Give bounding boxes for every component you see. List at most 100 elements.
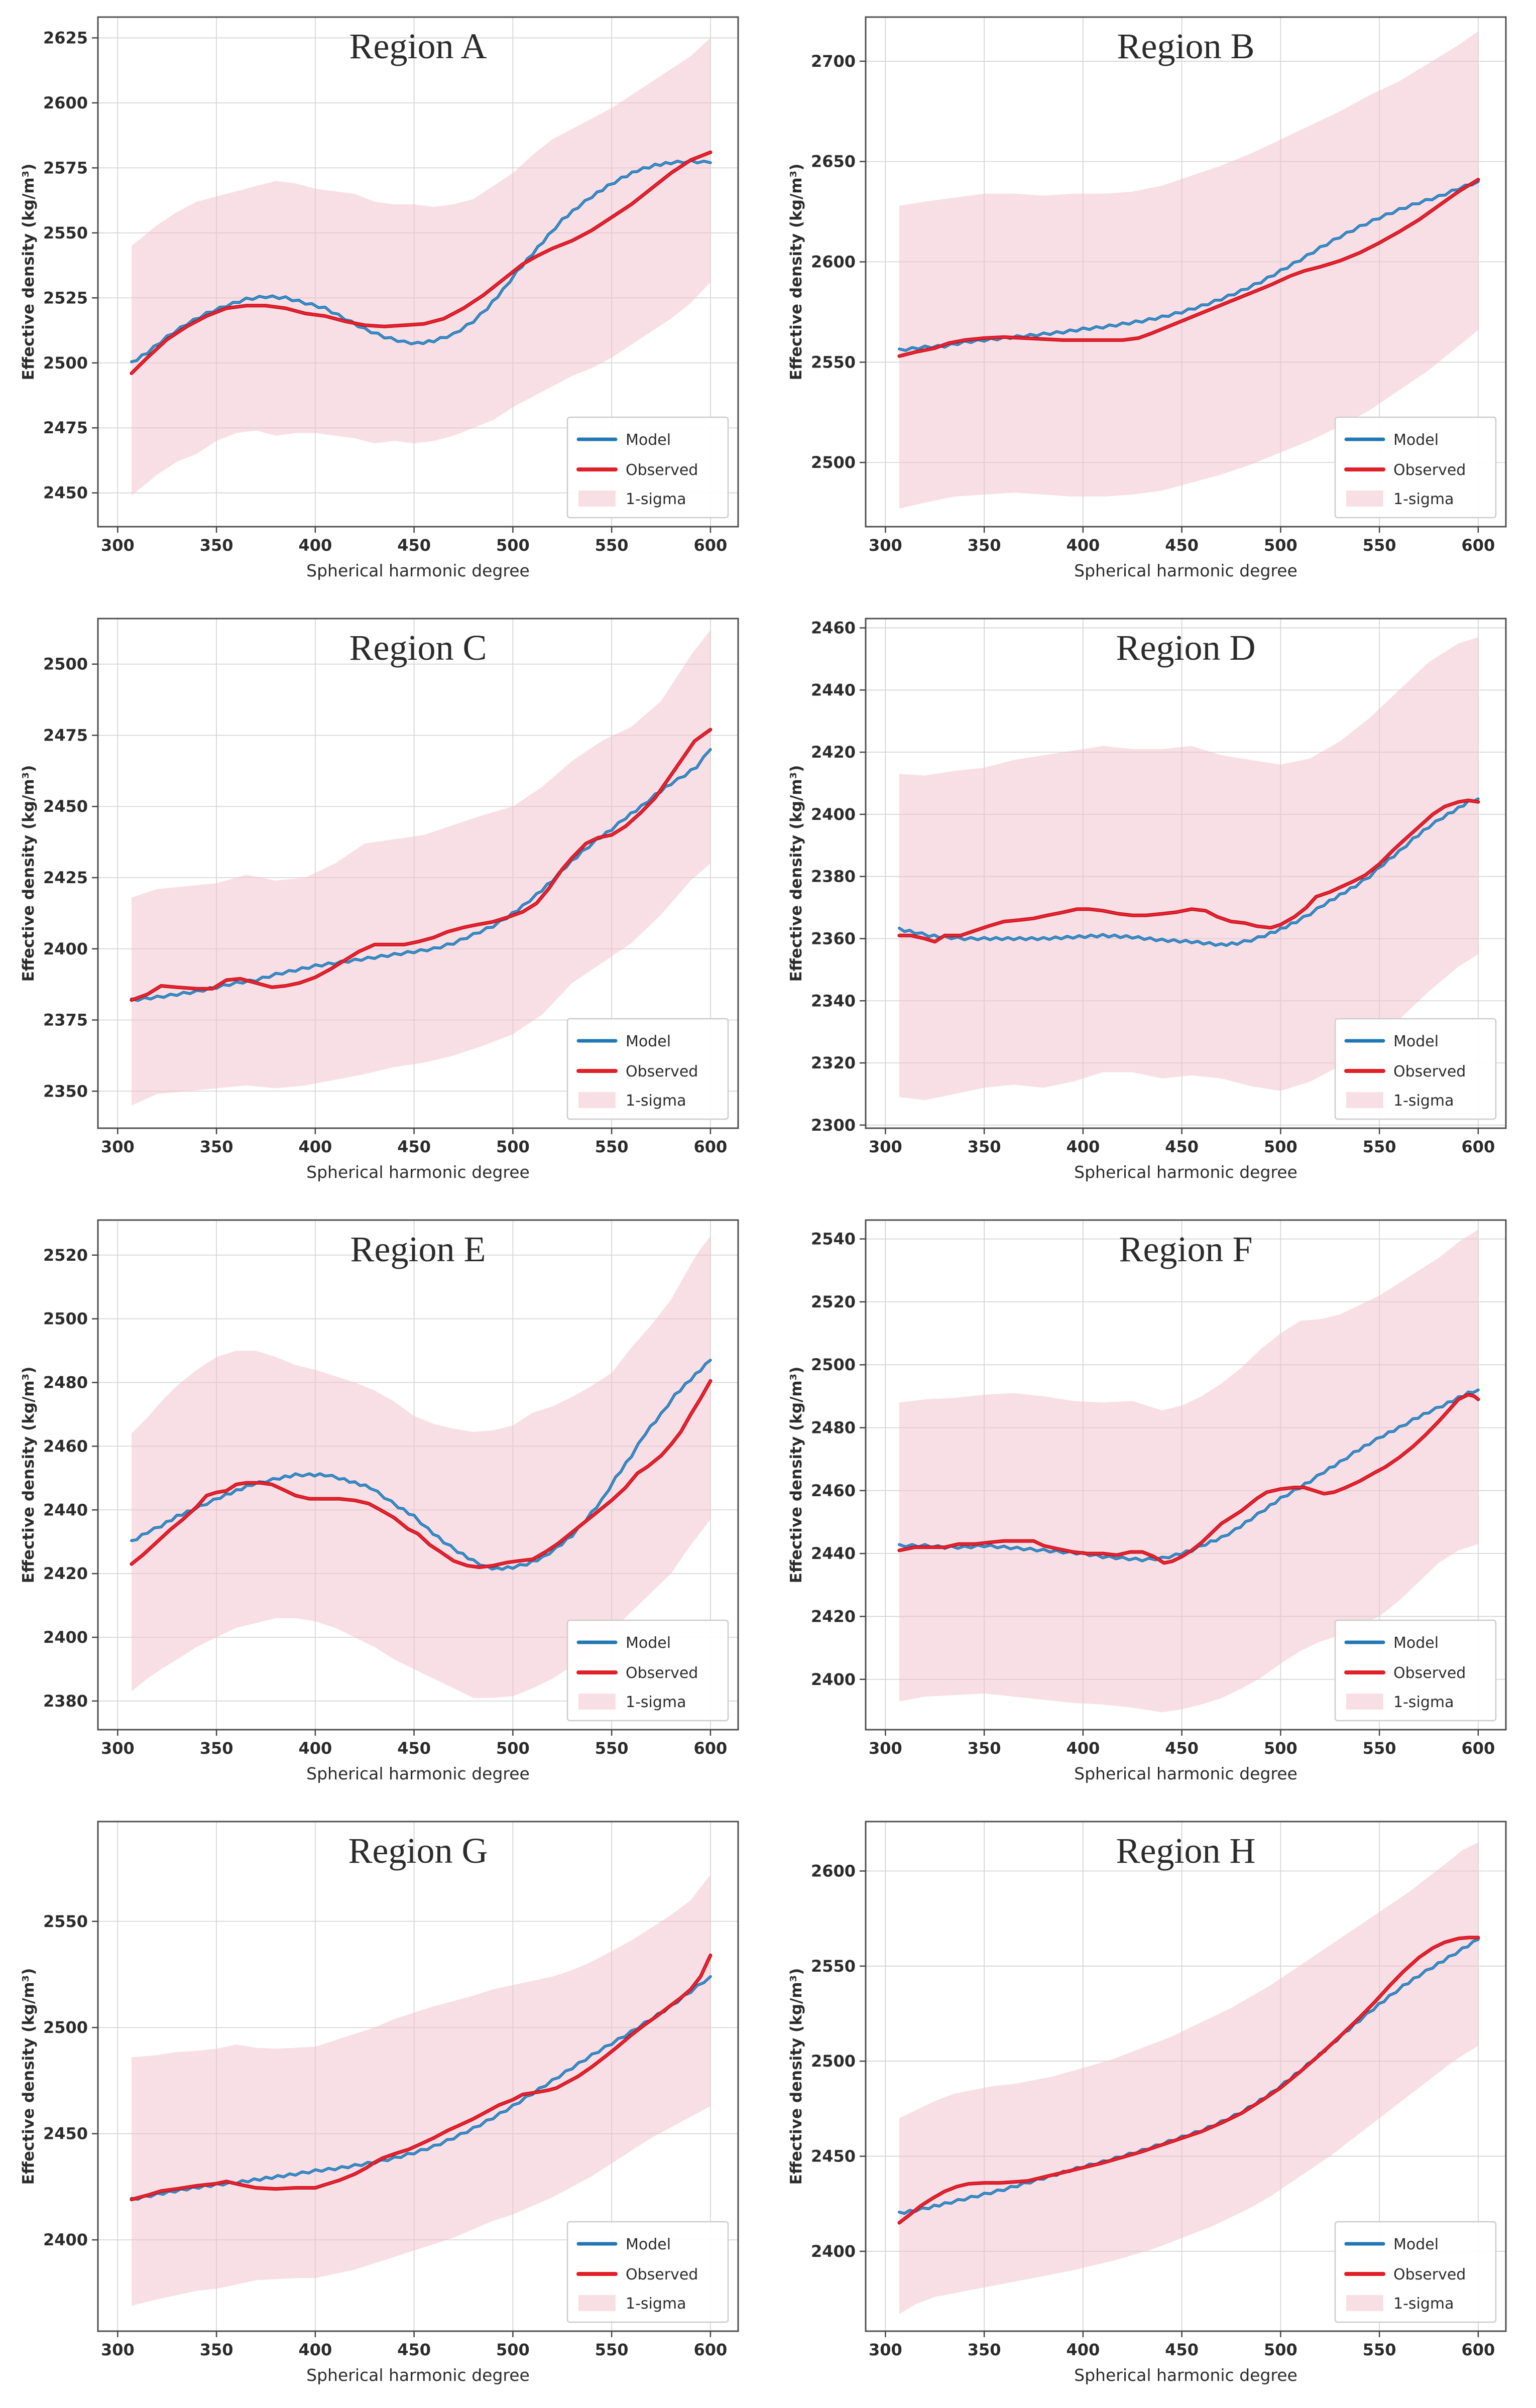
y-tick-label: 2600 — [811, 253, 856, 272]
x-tick-label: 500 — [1264, 536, 1297, 555]
observed-line-highlight — [898, 799, 1479, 943]
y-axis-label: Effective density (kg/m³) — [787, 765, 805, 982]
x-tick-label: 600 — [1462, 536, 1495, 555]
y-tick-label: 2340 — [811, 991, 856, 1010]
x-tick-label: 500 — [496, 2340, 530, 2359]
x-tick-label: 300 — [101, 2340, 135, 2359]
x-tick-label: 550 — [1363, 1137, 1396, 1156]
chart-title: Region H — [1116, 1831, 1256, 1871]
y-tick-label: 2450 — [43, 484, 88, 503]
chart-region-f: 300 350 400 450 500 550 600 2400 2420 2440 2460 248… — [787, 1219, 1507, 1783]
y-tick-label: 2450 — [811, 2147, 856, 2166]
model-line-highlight — [898, 1389, 1479, 1562]
model-line-highlight — [131, 160, 712, 363]
legend-label-model: Model — [1393, 2236, 1439, 2253]
plot-border — [865, 618, 1507, 1129]
sigma-band — [899, 637, 1478, 1101]
legend-label-sigma: 1-sigma — [626, 1092, 686, 1110]
x-tick-label: 450 — [1165, 1137, 1199, 1156]
y-tick-label: 2400 — [811, 2242, 856, 2261]
model-line-highlight — [131, 1359, 712, 1570]
x-tick-label: 450 — [1165, 536, 1199, 555]
x-tick-label: 550 — [595, 2340, 629, 2359]
y-tick-label: 2500 — [43, 655, 88, 674]
legend: Model Observed 1-sigma — [1334, 1018, 1497, 1120]
y-tick-label: 2440 — [811, 680, 856, 699]
plot-border — [97, 16, 739, 528]
x-tick-label: 600 — [694, 536, 728, 555]
observed-line-highlight — [898, 1393, 1479, 1564]
y-tick-label: 2460 — [811, 619, 856, 638]
x-tick-label: 450 — [397, 1137, 431, 1156]
x-tick-label: 350 — [200, 536, 233, 555]
chart-title: Region C — [349, 628, 487, 668]
y-tick-label: 2500 — [811, 2052, 856, 2071]
legend-sigma-swatch — [1346, 2295, 1383, 2311]
x-tick-label: 350 — [968, 1739, 1001, 1758]
y-axis-label: Effective density (kg/m³) — [20, 1367, 38, 1584]
y-tick-label: 2300 — [811, 1116, 856, 1135]
x-tick-label: 300 — [869, 536, 902, 555]
y-tick-label: 2575 — [43, 158, 88, 177]
x-axis-label: Spherical harmonic degree — [306, 2365, 530, 2385]
observed-line-highlight — [131, 729, 712, 1001]
y-tick-label: 2500 — [811, 1355, 856, 1374]
x-tick-label: 350 — [200, 2340, 233, 2359]
chart-title: Region D — [1116, 628, 1256, 668]
chart-title: Region G — [348, 1831, 488, 1871]
observed-line-highlight — [131, 1954, 712, 2201]
legend-label-model: Model — [1393, 1634, 1439, 1652]
x-tick-label: 500 — [1264, 2340, 1297, 2359]
chart-title: Region B — [1117, 26, 1254, 66]
legend-sigma-swatch — [578, 491, 616, 507]
x-tick-label: 400 — [1066, 1739, 1100, 1758]
x-tick-label: 600 — [1462, 1137, 1495, 1156]
x-axis-label: Spherical harmonic degree — [1074, 1162, 1297, 1182]
x-tick-label: 500 — [1264, 1739, 1297, 1758]
y-tick-label: 2500 — [43, 353, 88, 373]
y-tick-label: 2550 — [43, 1912, 88, 1931]
y-tick-label: 2360 — [811, 929, 856, 948]
y-axis-label: Effective density (kg/m³) — [20, 1968, 38, 2185]
model-line-highlight — [898, 181, 1479, 351]
legend-label-observed: Observed — [626, 461, 698, 479]
y-tick-label: 2350 — [43, 1081, 88, 1101]
legend-label-sigma: 1-sigma — [1393, 1694, 1454, 1711]
sigma-band — [131, 1236, 711, 1698]
x-axis-label: Spherical harmonic degree — [1074, 561, 1297, 580]
y-axis-label: Effective density (kg/m³) — [20, 765, 38, 982]
x-tick-label: 400 — [1066, 536, 1100, 555]
plot-border — [865, 16, 1507, 528]
x-tick-label: 350 — [968, 1137, 1001, 1156]
y-tick-label: 2420 — [811, 743, 856, 762]
x-tick-label: 350 — [200, 1739, 233, 1758]
chart-title: Region E — [350, 1229, 486, 1269]
y-tick-label: 2440 — [43, 1500, 88, 1519]
chart-region-d: 300 350 400 450 500 550 600 2300 2320 2340 2360 238… — [787, 618, 1507, 1182]
legend-label-observed: Observed — [1393, 1664, 1466, 1682]
chart-title: Region A — [349, 26, 487, 66]
x-tick-label: 450 — [397, 2340, 431, 2359]
y-tick-label: 2650 — [811, 152, 856, 171]
plot-border — [865, 1821, 1507, 2332]
x-tick-label: 400 — [298, 536, 332, 555]
legend-label-sigma: 1-sigma — [626, 1694, 686, 1711]
x-tick-label: 350 — [200, 1137, 233, 1156]
legend-label-model: Model — [626, 1634, 671, 1652]
y-tick-label: 2550 — [811, 352, 856, 372]
x-tick-label: 300 — [869, 1739, 902, 1758]
y-tick-label: 2600 — [811, 1861, 856, 1880]
y-tick-label: 2425 — [43, 868, 88, 887]
chart-panel-region-e: 300 350 400 450 500 550 600 2380 2400 2420 2440 246… — [8, 1210, 761, 1797]
y-tick-label: 2400 — [43, 1628, 88, 1647]
y-tick-label: 2520 — [43, 1246, 88, 1265]
observed-line-highlight — [898, 1937, 1479, 2224]
model-line-highlight — [898, 798, 1479, 946]
legend-sigma-swatch — [578, 1694, 616, 1710]
y-tick-label: 2440 — [811, 1544, 856, 1563]
x-tick-label: 400 — [1066, 2340, 1100, 2359]
chart-panel-region-h: 300 350 400 450 500 550 600 2400 2450 2500 2550 260… — [775, 1812, 1528, 2399]
legend-sigma-swatch — [578, 1092, 616, 1108]
legend-label-observed: Observed — [1393, 461, 1466, 479]
